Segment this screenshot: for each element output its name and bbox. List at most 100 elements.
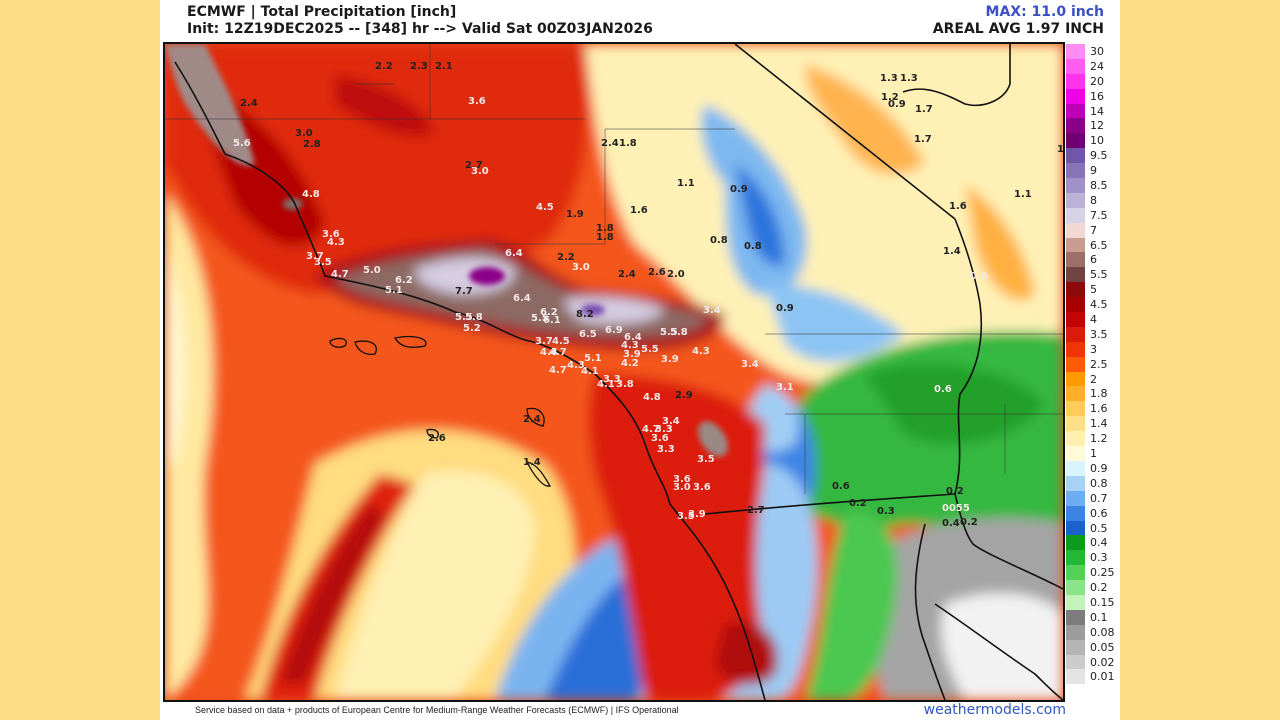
precip-value-label: 5.1 [584, 353, 602, 364]
legend-label: 1.6 [1090, 402, 1108, 416]
precip-value-label: 1.9 [566, 209, 584, 220]
legend-label: 9.5 [1090, 149, 1108, 163]
legend-item: 1.4 [1066, 416, 1120, 432]
precip-value-label: 3.4 [741, 359, 759, 370]
legend-swatch [1066, 297, 1085, 313]
legend-label: 6 [1090, 253, 1097, 267]
precip-value-label: 4.3 [621, 340, 639, 351]
legend-swatch [1066, 148, 1085, 164]
precip-value-label: 0.2 [849, 498, 867, 509]
precip-value-label: 2.4 [601, 138, 619, 149]
legend-swatch [1066, 475, 1085, 491]
precip-value-label: 5.0 [363, 265, 381, 276]
legend-label: 0.6 [1090, 506, 1108, 520]
legend-swatch [1066, 431, 1085, 447]
precip-value-label: 5.8 [670, 327, 688, 338]
precip-value-label: 6.4 [505, 248, 523, 259]
precip-value-label: 1.7 [915, 104, 933, 115]
precip-value-label: 3.0 [295, 128, 313, 139]
precip-value-label: 3.7 [535, 336, 553, 347]
precip-value-label: 0.3 [877, 506, 895, 517]
legend-swatch [1066, 386, 1085, 402]
precip-value-label: 4.1 [581, 366, 599, 377]
precip-value-label: 1.8 [596, 232, 614, 243]
precip-value-label: 4.7 [642, 424, 660, 435]
legend-swatch [1066, 44, 1085, 59]
legend-swatch [1066, 282, 1085, 298]
precip-value-label: 3.1 [776, 382, 794, 393]
legend-label: 20 [1090, 74, 1104, 88]
precip-value-label: 3.9 [661, 354, 679, 365]
legend-label: 0.08 [1090, 625, 1115, 639]
precip-value-label: 5.5 [455, 312, 473, 323]
legend-label: 0.02 [1090, 655, 1115, 669]
legend-item: 0.25 [1066, 565, 1120, 581]
legend-swatch [1066, 267, 1085, 283]
legend-swatch [1066, 639, 1085, 655]
legend-item: 7.5 [1066, 207, 1120, 223]
precip-value-label: 3.3 [603, 374, 621, 385]
legend-item: 0.4 [1066, 535, 1120, 551]
precip-value-label: 6.4 [513, 293, 531, 304]
legend-item: 4 [1066, 312, 1120, 327]
legend-swatch [1066, 520, 1085, 536]
precip-value-label: 0.2 [960, 517, 978, 528]
legend-label: 1.2 [1090, 432, 1108, 446]
site-link[interactable]: weathermodels.com [923, 702, 1066, 718]
legend-label: 9 [1090, 164, 1097, 178]
precip-value-label: 0055 [942, 503, 970, 514]
precip-value-label: 1.4 [523, 457, 541, 468]
legend-swatch [1066, 73, 1085, 89]
precip-value-label: 4.1 [597, 379, 615, 390]
precip-value-label: 3.3 [657, 444, 675, 455]
legend-label: 0.5 [1090, 521, 1108, 535]
legend-item: 2.5 [1066, 356, 1120, 372]
precip-value-label: 2.2 [557, 252, 575, 263]
legend-item: 0.1 [1066, 609, 1120, 625]
legend-item: 9 [1066, 163, 1120, 179]
legend-label: 6.5 [1090, 238, 1108, 252]
precip-value-label: 4.3 [692, 346, 710, 357]
stats-block: MAX: 11.0 inch AREAL AVG 1.97 INCH [933, 4, 1104, 38]
precip-value-label: 1.2 [881, 92, 899, 103]
legend-label: 0.7 [1090, 491, 1108, 505]
precip-value-label: 4.3 [567, 360, 585, 371]
legend-label: 2 [1090, 372, 1097, 386]
precip-value-label: 0.6 [832, 481, 850, 492]
precip-value-label: 3.5 [677, 511, 695, 522]
precip-value-label: 2.6 [648, 267, 666, 278]
precip-value-label: 4.4 [540, 347, 558, 358]
legend-label: 14 [1090, 104, 1104, 118]
legend-label: 0.05 [1090, 640, 1115, 654]
legend-item: 0.01 [1066, 669, 1120, 685]
precip-value-label: 3.4 [703, 305, 721, 316]
legend-swatch [1066, 401, 1085, 417]
precip-value-label: 0.8 [744, 241, 762, 252]
precip-value-label: 3.6 [693, 482, 711, 493]
chart-title-block: ECMWF | Total Precipitation [inch] Init:… [187, 4, 653, 38]
legend-swatch [1066, 192, 1085, 208]
legend-label: 0.8 [1090, 476, 1108, 490]
color-legend: 30 24 20 16 14 12 10 9.5 9 8.5 8 7.5 7 6.5 6 5.5 5 4.5 4 3.… [1066, 44, 1120, 700]
precip-value-label: 4.7 [549, 365, 567, 376]
precip-value-label: 3.6 [468, 96, 486, 107]
precip-value-label: 2.4 [240, 98, 258, 109]
legend-label: 0.2 [1090, 581, 1108, 595]
legend-swatch [1066, 446, 1085, 461]
max-value-label: MAX: 11.0 inch [985, 4, 1104, 20]
areal-average-label: AREAL AVG 1.97 INCH [932, 21, 1104, 37]
legend-label: 0.4 [1090, 536, 1108, 550]
legend-item: 1 [1066, 446, 1120, 461]
legend-item: 24 [1066, 58, 1120, 74]
legend-label: 16 [1090, 89, 1104, 103]
legend-label: 0.01 [1090, 670, 1115, 684]
legend-label: 1 [1090, 447, 1097, 461]
precip-value-label: 5.6 [233, 138, 251, 149]
legend-label: 0.25 [1090, 566, 1115, 580]
legend-swatch [1066, 88, 1085, 104]
precip-value-label: 3.4 [662, 416, 680, 427]
legend-swatch [1066, 356, 1085, 372]
legend-swatch [1066, 609, 1085, 625]
legend-label: 5 [1090, 283, 1097, 297]
precip-value-label: 5.5 [641, 344, 659, 355]
